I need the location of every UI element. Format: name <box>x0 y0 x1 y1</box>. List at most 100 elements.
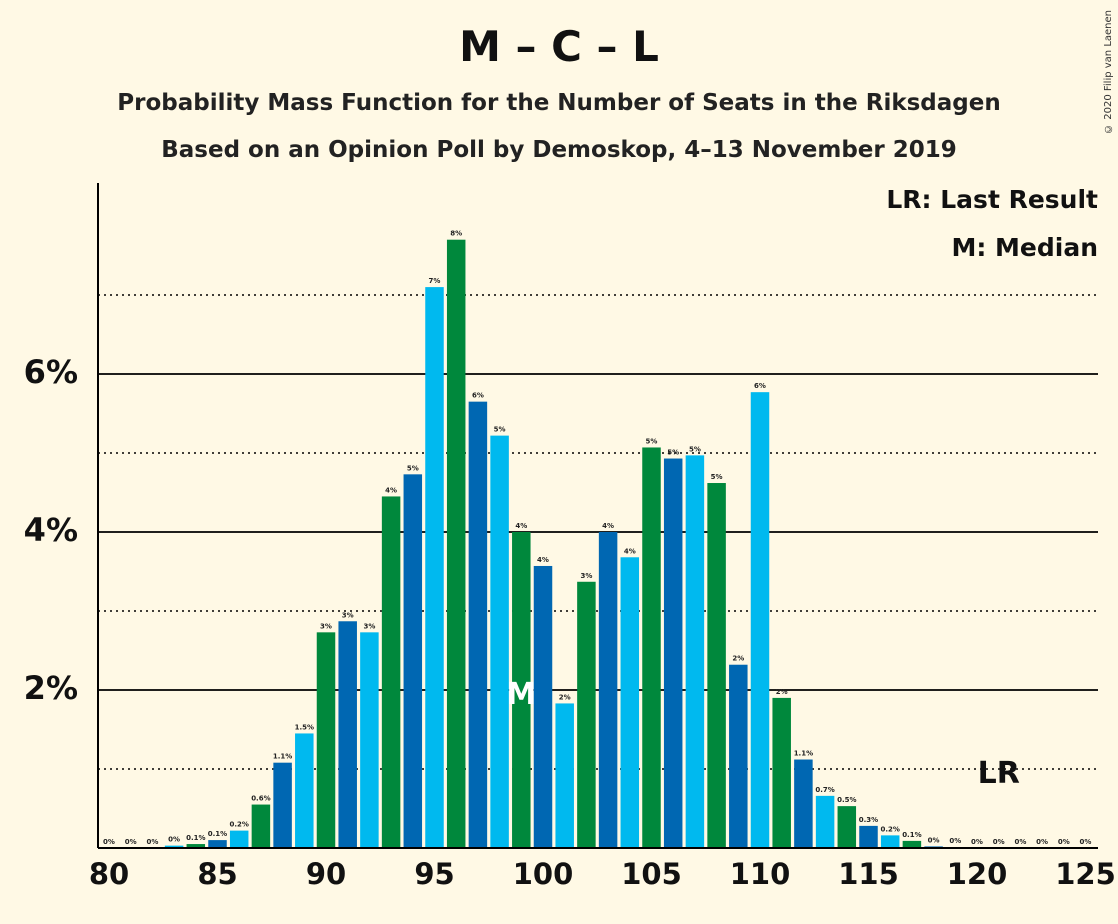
x-axis-ticks: 80 85 90 95 100 105 110 115 120 125 <box>89 857 1116 891</box>
bar-label-119: 0% <box>949 837 961 845</box>
bar-label-120: 0% <box>971 838 983 846</box>
bar-101 <box>555 703 574 848</box>
bar-95 <box>425 287 444 849</box>
x-tick-label-80: 80 <box>89 857 129 891</box>
gridlines <box>98 294 1098 770</box>
bar-93 <box>381 496 401 848</box>
chart-subtitle: Probability Mass Function for the Number… <box>117 90 1001 116</box>
bar-label-84: 0.1% <box>186 834 205 842</box>
bar-label-92: 3% <box>363 622 375 630</box>
bar-label-100: 4% <box>537 556 549 564</box>
bar-91 <box>338 621 357 848</box>
bar-104 <box>620 557 640 848</box>
bar-label-90: 3% <box>320 622 332 630</box>
bar-label-101: 2% <box>559 693 571 701</box>
bar-112 <box>794 759 813 848</box>
bar-label-97: 6% <box>472 392 484 400</box>
bar-102 <box>577 581 596 848</box>
bar-label-105: 5% <box>646 437 658 445</box>
bar-label-87: 0.6% <box>251 795 270 803</box>
bar-86 <box>229 830 249 848</box>
bar-109 <box>729 664 748 848</box>
x-tick-label-95: 95 <box>414 857 454 891</box>
legend-last-result: LR: Last Result <box>886 185 1098 214</box>
bar-111 <box>772 697 791 848</box>
y-tick-label-2: 2% <box>24 669 78 707</box>
chart-title: M – C – L <box>459 22 659 71</box>
bar-label-115: 0.3% <box>859 816 878 824</box>
bar-label-81: 0% <box>125 838 137 846</box>
bar-88 <box>273 762 292 848</box>
bar-105 <box>642 447 661 848</box>
bar-label-114: 0.5% <box>837 796 856 804</box>
bar-label-118: 0% <box>928 836 940 844</box>
bar-108 <box>707 483 726 848</box>
bar-label-108: 5% <box>711 473 723 481</box>
median-marker: M <box>506 677 536 712</box>
bar-103 <box>598 532 618 848</box>
y-tick-label-4: 4% <box>24 511 78 549</box>
legend-median: M: Median <box>951 233 1098 262</box>
bars <box>164 239 965 849</box>
bar-115 <box>859 825 878 848</box>
last-result-marker: LR <box>978 756 1020 791</box>
bar-label-82: 0% <box>146 838 158 846</box>
bar-85 <box>208 840 227 848</box>
bar-label-107: 5% <box>689 445 701 453</box>
markers: M LR <box>506 677 1019 791</box>
bar-label-122: 0% <box>1014 838 1026 846</box>
bar-99 <box>512 532 531 848</box>
bar-97 <box>468 401 488 848</box>
bar-106 <box>663 458 683 848</box>
bar-90 <box>316 632 336 848</box>
bar-label-91: 3% <box>342 611 354 619</box>
bar-label-117: 0.1% <box>902 831 921 839</box>
x-tick-label-90: 90 <box>306 857 346 891</box>
bar-84 <box>186 844 206 848</box>
bar-label-113: 0.7% <box>815 786 834 794</box>
bar-117 <box>902 840 922 848</box>
bar-116 <box>880 835 900 848</box>
bar-label-121: 0% <box>993 838 1005 846</box>
bar-label-109: 2% <box>732 655 744 663</box>
bar-87 <box>251 804 271 848</box>
bar-label-94: 5% <box>407 464 419 472</box>
bar-label-103: 4% <box>602 522 614 530</box>
chart-source: Based on an Opinion Poll by Demoskop, 4–… <box>161 137 957 163</box>
y-axis-ticks: 2% 4% 6% <box>24 353 78 707</box>
bar-label-124: 0% <box>1058 838 1070 846</box>
bar-label-83: 0% <box>168 836 180 844</box>
x-tick-label-110: 110 <box>730 857 791 891</box>
bar-89 <box>295 733 314 848</box>
bar-label-89: 1.5% <box>295 723 314 731</box>
x-tick-label-115: 115 <box>838 857 899 891</box>
bar-label-95: 7% <box>429 277 441 285</box>
bar-label-104: 4% <box>624 547 636 555</box>
bar-label-99: 4% <box>515 522 527 530</box>
bar-label-86: 0.2% <box>229 821 248 829</box>
bar-114 <box>837 806 857 848</box>
bar-label-85: 0.1% <box>208 830 227 838</box>
bar-label-102: 3% <box>580 572 592 580</box>
bar-98 <box>490 435 509 848</box>
bar-label-80: 0% <box>103 838 115 846</box>
bar-83 <box>164 845 184 848</box>
bar-labels: 0% 0% 0% 0% 0.1% 0.1%0.2%0.6%1.1%1.5%3%3%3%4%… <box>103 230 1091 846</box>
bar-96 <box>446 239 466 848</box>
bar-107 <box>685 455 705 848</box>
bar-113 <box>815 795 835 848</box>
x-tick-label-105: 105 <box>621 857 682 891</box>
bar-label-93: 4% <box>385 486 397 494</box>
bar-label-106: 5% <box>667 449 679 457</box>
x-tick-label-125: 125 <box>1055 857 1116 891</box>
y-tick-label-6: 6% <box>24 353 78 391</box>
bar-100 <box>533 565 553 848</box>
bar-label-88: 1.1% <box>273 753 292 761</box>
bar-label-123: 0% <box>1036 838 1048 846</box>
bar-label-96: 8% <box>450 230 462 238</box>
axes <box>97 183 1098 849</box>
bar-92 <box>360 632 379 848</box>
bar-94 <box>403 474 423 848</box>
bar-label-110: 6% <box>754 382 766 390</box>
